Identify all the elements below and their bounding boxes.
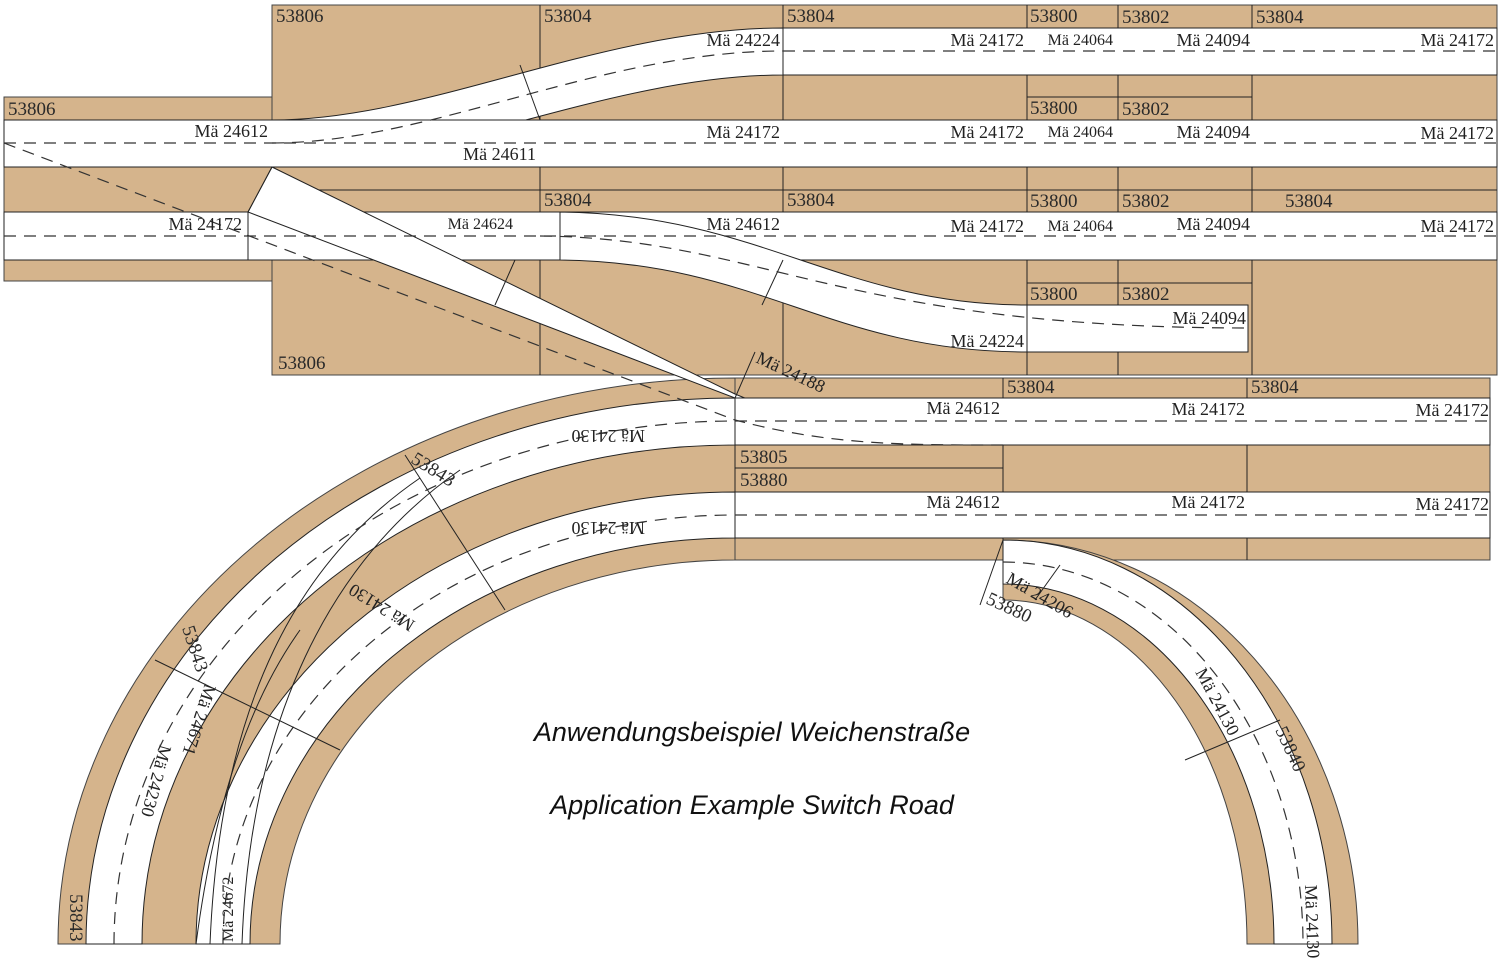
track-label: Mä 24172 [951, 216, 1025, 236]
track-label: Mä 24172 [1421, 216, 1495, 236]
track-label: Mä 24094 [1173, 308, 1247, 328]
track-label: Mä 24172 [1421, 30, 1495, 50]
module-label: 53800 [1030, 191, 1078, 212]
track-label: Mä 24612 [927, 398, 1001, 418]
track-label: Mä 24094 [1177, 214, 1251, 234]
track-label: Mä 24672 [220, 877, 237, 942]
tracks [3, 27, 1498, 945]
module-label: 53806 [276, 6, 324, 27]
module-label: 53802 [1122, 191, 1170, 212]
module-label: 53802 [1122, 7, 1170, 28]
module-label: 53804 [787, 190, 835, 211]
track-label: Mä 24130 [572, 426, 646, 446]
track-label: Mä 24094 [1177, 30, 1251, 50]
track-label: Mä 24064 [1048, 32, 1113, 49]
module-label: 53804 [544, 6, 592, 27]
module-label: 53804 [1007, 377, 1055, 398]
track-label: Mä 24611 [463, 144, 536, 164]
track-label: Mä 24172 [1172, 492, 1246, 512]
module-label: 53880 [740, 470, 788, 491]
track-label: Mä 24612 [707, 214, 781, 234]
module-label: 53802 [1122, 99, 1170, 120]
track-label: Mä 24612 [195, 121, 269, 141]
track-label: Mä 24612 [927, 492, 1001, 512]
module-label: 53806 [278, 353, 326, 374]
module-label: 53804 [1285, 191, 1333, 212]
track-label: Mä 24624 [448, 216, 513, 233]
module-label: 53800 [1030, 284, 1078, 305]
track-label: Mä 24130 [572, 518, 646, 538]
caption-german: Anwendungsbeispiel Weichenstraße [532, 717, 970, 747]
track-label: Mä 24172 [169, 214, 243, 234]
track-labels: Mä 24224 Mä 24172 Mä 24064 Mä 24094 Mä 24172… [137, 30, 1494, 959]
track-label: Mä 24172 [1416, 494, 1490, 514]
track-label: Mä 24172 [1172, 399, 1246, 419]
module-label: 53804 [1256, 7, 1304, 28]
module-label: 53804 [1251, 377, 1299, 398]
track-label: Mä 24172 [1421, 123, 1495, 143]
track-label: Mä 24172 [1416, 400, 1490, 420]
track-label: Mä 24172 [951, 122, 1025, 142]
module-label: 53804 [787, 6, 835, 27]
module-label: 53805 [740, 447, 788, 468]
module-label: 53800 [1030, 6, 1078, 27]
module-label: 53843 [65, 894, 86, 942]
track-label: Mä 24172 [707, 122, 781, 142]
track-label: Mä 24064 [1048, 124, 1113, 141]
track-label: Mä 24094 [1177, 122, 1251, 142]
module-label: 53806 [8, 99, 56, 120]
module-label: 53800 [1030, 98, 1078, 119]
caption-english: Application Example Switch Road [548, 790, 955, 820]
module-label: 53804 [544, 190, 592, 211]
module-label: 53802 [1122, 284, 1170, 305]
track-label: Mä 24224 [707, 30, 781, 50]
track-label: Mä 24172 [951, 30, 1025, 50]
track-label: Mä 24130 [1301, 884, 1324, 958]
track-label: Mä 24224 [951, 331, 1025, 351]
track-label: Mä 24064 [1048, 218, 1113, 235]
